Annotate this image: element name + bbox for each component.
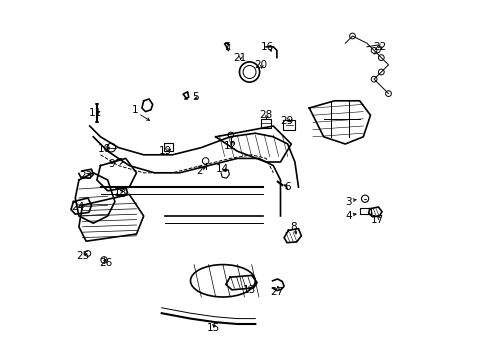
Text: 12: 12 [223, 141, 236, 151]
Text: 20: 20 [254, 60, 267, 70]
Bar [360, 208, 370, 214]
Text: 13: 13 [243, 285, 256, 295]
Text: 2: 2 [196, 166, 203, 176]
Text: 26: 26 [99, 258, 112, 268]
Bar [163, 143, 172, 151]
Text: 23: 23 [79, 171, 92, 181]
Text: 9: 9 [108, 159, 114, 169]
Text: 27: 27 [270, 287, 283, 297]
Bar [260, 119, 270, 128]
Text: 18: 18 [113, 188, 127, 198]
Text: 29: 29 [280, 116, 293, 126]
Text: 10: 10 [97, 144, 110, 154]
Text: 21: 21 [233, 53, 246, 63]
Text: 11: 11 [88, 108, 102, 118]
Text: 8: 8 [289, 222, 296, 232]
Text: 3: 3 [345, 197, 351, 207]
Text: 1: 1 [131, 105, 138, 115]
Text: 4: 4 [345, 211, 351, 221]
Text: 7: 7 [223, 42, 229, 52]
Text: 19: 19 [158, 146, 172, 156]
Text: 15: 15 [207, 323, 220, 333]
Text: 14: 14 [216, 164, 229, 174]
Text: 28: 28 [259, 110, 272, 120]
Text: 6: 6 [284, 182, 290, 192]
Text: 17: 17 [370, 215, 384, 225]
Bar [283, 120, 294, 130]
Text: 24: 24 [71, 202, 84, 212]
Text: 22: 22 [372, 42, 386, 52]
Text: 25: 25 [76, 251, 89, 261]
Text: 5: 5 [192, 92, 199, 102]
Text: 16: 16 [261, 42, 274, 52]
